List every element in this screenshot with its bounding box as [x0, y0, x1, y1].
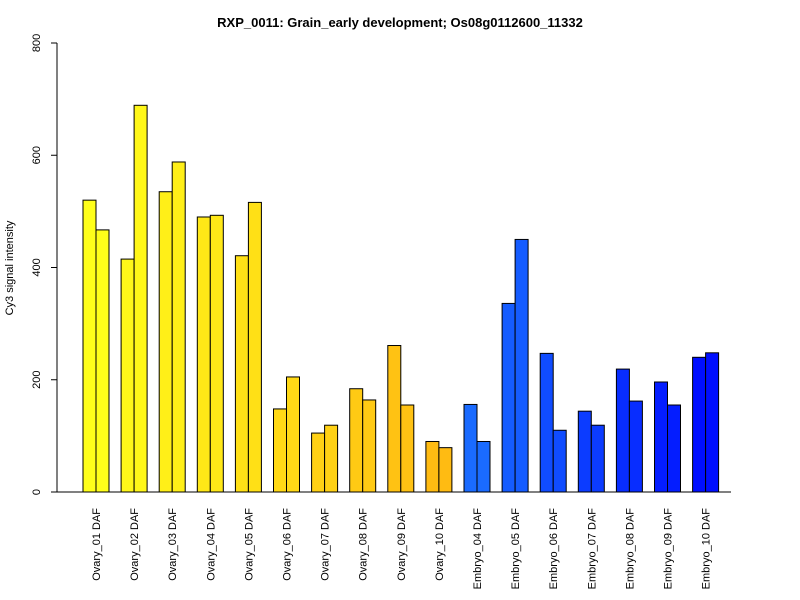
x-tick-label: Ovary_10 DAF — [434, 508, 446, 581]
bar — [539, 352, 554, 493]
x-tick-label: Ovary_03 DAF — [167, 508, 179, 581]
x-tick-label: Ovary_04 DAF — [205, 508, 217, 581]
bar — [349, 388, 364, 493]
bar — [362, 399, 377, 493]
y-axis: 0 200 400 600 800 — [31, 34, 58, 495]
y-tick-label: 0 — [31, 489, 43, 495]
bar — [209, 214, 224, 493]
bar — [133, 104, 148, 493]
y-tick-label: 600 — [31, 146, 43, 164]
bar — [615, 368, 630, 493]
bar — [400, 404, 415, 493]
bar — [286, 376, 300, 493]
bar — [438, 447, 453, 493]
bar — [387, 345, 402, 493]
bar — [692, 356, 707, 493]
x-tick-label: Ovary_08 DAF — [358, 508, 370, 581]
bar — [120, 258, 135, 493]
bar — [628, 400, 643, 493]
bar — [247, 201, 262, 493]
bar — [501, 302, 516, 493]
bar — [171, 161, 186, 493]
bar — [590, 424, 605, 493]
y-tick-label: 800 — [31, 34, 43, 52]
bar — [514, 238, 529, 493]
y-tick-label: 200 — [31, 371, 43, 389]
x-tick-label: Ovary_06 DAF — [282, 508, 294, 581]
bar — [654, 381, 668, 493]
x-tick-label: Ovary_09 DAF — [396, 508, 408, 581]
chart-title: RXP_0011: Grain_early development; Os08g… — [217, 15, 583, 30]
x-tick-label: Embryo_10 DAF — [701, 508, 713, 590]
bar — [234, 255, 249, 493]
x-tick-label: Embryo_08 DAF — [624, 508, 636, 590]
bar — [667, 404, 681, 493]
x-tick-label: Embryo_06 DAF — [548, 508, 560, 590]
x-tick-label: Ovary_02 DAF — [129, 508, 141, 581]
x-axis: Ovary_01 DAF Ovary_02 DAF Ovary_03 DAF Ovar… — [57, 491, 731, 590]
bar — [476, 440, 491, 493]
bar — [463, 403, 478, 493]
x-tick-label: Ovary_05 DAF — [243, 508, 255, 581]
x-tick-label: Embryo_04 DAF — [472, 508, 484, 590]
bar — [577, 410, 592, 493]
y-axis-label: Cy3 signal intensity — [4, 220, 16, 315]
x-tick-label: Embryo_09 DAF — [663, 508, 675, 590]
y-tick-label: 400 — [31, 258, 43, 276]
bar — [324, 424, 339, 493]
bars — [82, 104, 720, 493]
x-tick-label: Embryo_05 DAF — [510, 508, 522, 590]
bar — [196, 216, 211, 493]
x-tick-label: Ovary_01 DAF — [91, 508, 103, 581]
bar — [705, 352, 720, 493]
x-tick-label: Embryo_07 DAF — [586, 508, 598, 590]
bar — [552, 429, 567, 493]
bar — [158, 191, 173, 493]
bar — [425, 440, 440, 493]
bar — [95, 229, 110, 493]
bar — [311, 432, 326, 493]
bar — [273, 408, 287, 493]
bar — [82, 199, 97, 493]
x-tick-label: Ovary_07 DAF — [320, 508, 332, 581]
